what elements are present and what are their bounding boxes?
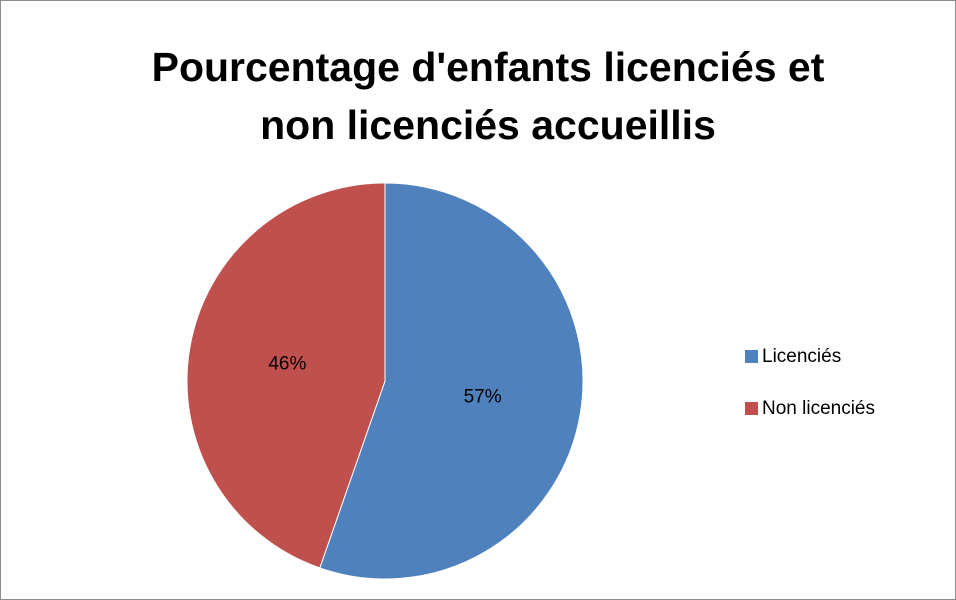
pie-slice xyxy=(186,182,386,569)
chart-title: Pourcentage d'enfants licenciés et non l… xyxy=(151,44,825,148)
legend-label: Licenciés xyxy=(762,346,841,367)
legend-swatch xyxy=(745,402,758,415)
legend-label: Non licenciés xyxy=(762,398,875,419)
pie-slice xyxy=(319,182,584,580)
data-label: 57% xyxy=(464,387,502,408)
legend-swatch xyxy=(745,350,758,363)
data-label: 46% xyxy=(268,353,306,374)
